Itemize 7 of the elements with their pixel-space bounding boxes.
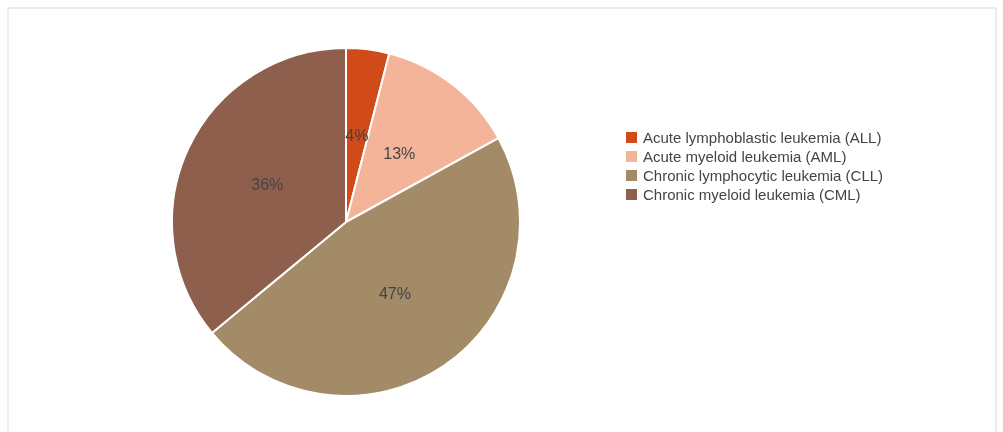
- legend-label: Acute lymphoblastic leukemia (ALL): [643, 128, 882, 146]
- legend-label: Chronic lymphocytic leukemia (CLL): [643, 166, 884, 184]
- legend-label: Chronic myeloid leukemia (CML): [643, 185, 861, 203]
- data-label: 47%: [378, 285, 411, 303]
- data-label: 36%: [251, 176, 284, 194]
- data-label: 13%: [383, 144, 416, 162]
- legend-label: Acute myeloid leukemia (AML): [643, 147, 847, 165]
